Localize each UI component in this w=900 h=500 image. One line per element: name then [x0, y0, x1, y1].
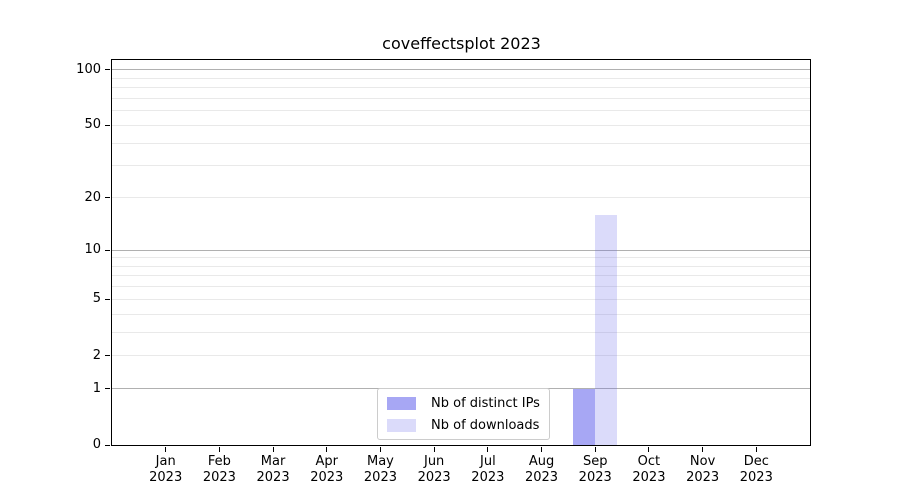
y-tick-label-5: 5: [92, 291, 101, 307]
x-label-month: Feb: [207, 454, 231, 469]
legend-swatch: [387, 396, 416, 410]
x-label-month: Jun: [423, 454, 445, 469]
gridline-y-70: [112, 97, 810, 99]
gridline-y-30: [112, 165, 810, 167]
y-tick-0: [105, 444, 110, 446]
gridline-y-3: [112, 331, 810, 333]
x-label-year: 2023: [417, 470, 451, 485]
gridline-y-80: [112, 87, 810, 89]
gridline-y-90: [112, 77, 810, 79]
y-tick-label-0: 0: [92, 437, 101, 452]
gridline-y-10: [112, 249, 810, 251]
y-tick-2: [105, 355, 110, 357]
gridline-y-40: [112, 142, 810, 144]
legend-item-nb-of-downloads: Nb of downloads: [387, 416, 540, 434]
x-tick-label-nov: Nov 2023: [673, 454, 733, 486]
bar-sep-nb-of-distinct-ips: [573, 388, 596, 445]
x-tick-sep: [594, 447, 596, 452]
y-tick-10: [105, 249, 110, 251]
x-label-year: 2023: [202, 470, 236, 485]
x-label-year: 2023: [471, 470, 505, 485]
x-label-year: 2023: [256, 470, 290, 485]
x-tick-jul: [487, 447, 489, 452]
x-tick-oct: [648, 447, 650, 452]
y-tick-50: [105, 124, 110, 126]
y-tick-label-20: 20: [84, 189, 101, 205]
gridline-y-20: [112, 197, 810, 198]
x-label-month: Aug: [528, 454, 555, 469]
x-label-month: Apr: [315, 454, 339, 469]
x-label-month: Dec: [743, 454, 769, 469]
x-label-year: 2023: [686, 470, 720, 485]
y-tick-label-10: 10: [84, 242, 101, 258]
x-label-month: May: [367, 454, 394, 469]
y-tick-100: [105, 69, 110, 71]
x-label-year: 2023: [363, 470, 397, 485]
x-tick-label-aug: Aug 2023: [512, 454, 572, 486]
gridline-y-7: [112, 275, 810, 277]
x-label-month: Oct: [637, 454, 661, 469]
legend: Nb of distinct IPs Nb of downloads: [377, 388, 550, 440]
x-tick-label-feb: Feb 2023: [189, 454, 249, 486]
chart-title: coveffectsplot 2023: [382, 34, 541, 53]
bar-sep-nb-of-downloads: [595, 214, 618, 445]
gridline-y-2: [112, 355, 810, 357]
x-tick-mar: [272, 447, 274, 452]
x-tick-jun: [433, 447, 435, 452]
x-tick-apr: [326, 447, 328, 452]
y-tick-20: [105, 197, 110, 198]
x-tick-jan: [165, 447, 167, 452]
x-tick-feb: [218, 447, 220, 452]
y-tick-label-50: 50: [84, 117, 101, 133]
x-label-year: 2023: [524, 470, 559, 485]
legend-item-nb-of-distinct-ips: Nb of distinct IPs: [387, 394, 540, 412]
y-tick-label-2: 2: [92, 347, 101, 363]
x-tick-label-jul: Jul 2023: [458, 454, 518, 486]
x-tick-label-mar: Mar 2023: [243, 454, 303, 486]
x-tick-label-jun: Jun 2023: [404, 454, 464, 486]
x-tick-aug: [541, 447, 543, 452]
x-label-year: 2023: [149, 470, 183, 485]
x-tick-label-jan: Jan 2023: [136, 454, 196, 486]
y-tick-5: [105, 298, 110, 300]
x-tick-label-sep: Sep 2023: [565, 454, 625, 486]
x-tick-label-may: May 2023: [350, 454, 410, 486]
gridline-y-4: [112, 313, 810, 315]
x-tick-dec: [755, 447, 757, 452]
gridline-y-100: [112, 69, 810, 71]
gridline-y-8: [112, 265, 810, 267]
x-label-month: Jul: [480, 454, 496, 469]
x-tick-label-apr: Apr 2023: [297, 454, 357, 486]
x-label-year: 2023: [632, 470, 666, 485]
x-label-month: Jan: [155, 454, 176, 469]
plot-area: 0 1 2 5 10 20 50 100 Jan 2023 Feb 2023 Mar 2023 Apr 202…: [76, 59, 811, 485]
gridline-y-9: [112, 257, 810, 259]
x-label-month: Mar: [260, 454, 286, 469]
x-tick-nov: [702, 447, 704, 452]
y-tick-1: [105, 388, 110, 390]
y-tick-label-1: 1: [92, 380, 101, 396]
x-tick-label-dec: Dec 2023: [726, 454, 786, 486]
x-tick-may: [379, 447, 381, 452]
gridline-y-60: [112, 110, 810, 112]
x-label-month: Sep: [582, 454, 608, 469]
x-label-year: 2023: [310, 470, 344, 485]
gridline-y-5: [112, 298, 810, 300]
gridline-y-6: [112, 286, 810, 288]
legend-swatch: [387, 418, 416, 432]
x-label-year: 2023: [578, 470, 612, 485]
x-label-year: 2023: [739, 470, 773, 485]
legend-label: Nb of distinct IPs: [431, 395, 540, 411]
x-label-month: Nov: [689, 454, 716, 469]
gridline-y-50: [112, 124, 810, 126]
y-tick-label-100: 100: [76, 61, 101, 77]
legend-label: Nb of downloads: [431, 417, 540, 433]
x-tick-label-oct: Oct 2023: [619, 454, 679, 486]
